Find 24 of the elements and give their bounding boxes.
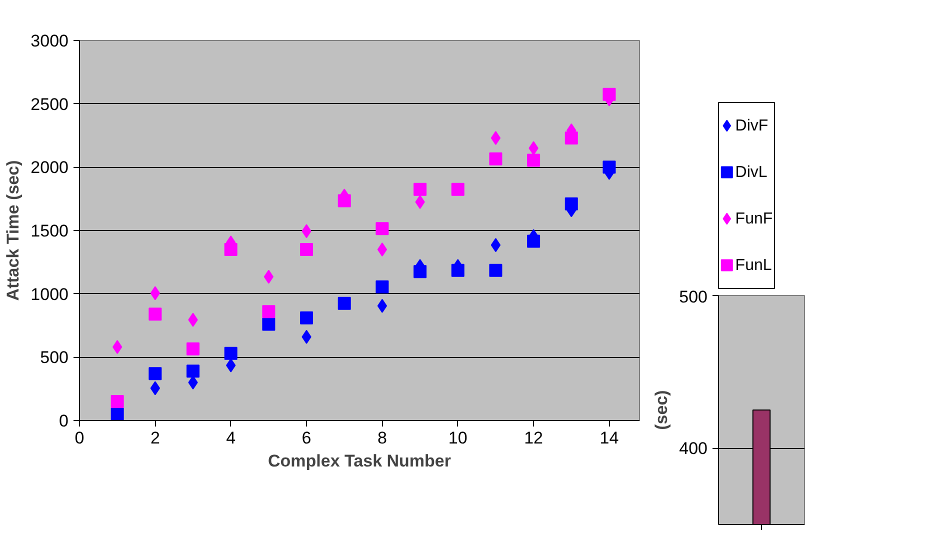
x-tick-label: 10: [448, 428, 468, 448]
y-tick-label: 1500: [30, 222, 69, 240]
x-tick-label: 12: [524, 428, 544, 448]
y-axis-title: (sec): [652, 390, 672, 430]
x-tick-label: 0: [74, 428, 84, 448]
y-tick-label: 500: [679, 288, 708, 306]
legend-label: FunF: [735, 210, 773, 228]
y-tick-label: 500: [40, 348, 69, 368]
x-tick-label: 14: [600, 428, 619, 448]
legend-label: DivL: [735, 164, 768, 181]
x-tick-label: 4: [226, 428, 236, 448]
x-tick-label: 6: [302, 428, 312, 448]
x-tick-label: 8: [377, 428, 387, 448]
y-tick-label: 2000: [30, 158, 69, 178]
y-tick-label: 1000: [30, 284, 69, 304]
legend-label: DivF: [735, 117, 768, 134]
y-tick-label: 0: [59, 412, 69, 430]
x-axis-title: Complex Task Number: [268, 452, 452, 470]
legend-label: FunL: [735, 256, 772, 274]
y-tick-label: 2500: [30, 94, 69, 114]
x-tick-label: 2: [150, 428, 160, 448]
y-axis-title: Attack Time (sec): [4, 160, 23, 301]
y-tick-label: 400: [679, 439, 708, 458]
y-tick-label: 3000: [30, 32, 69, 50]
